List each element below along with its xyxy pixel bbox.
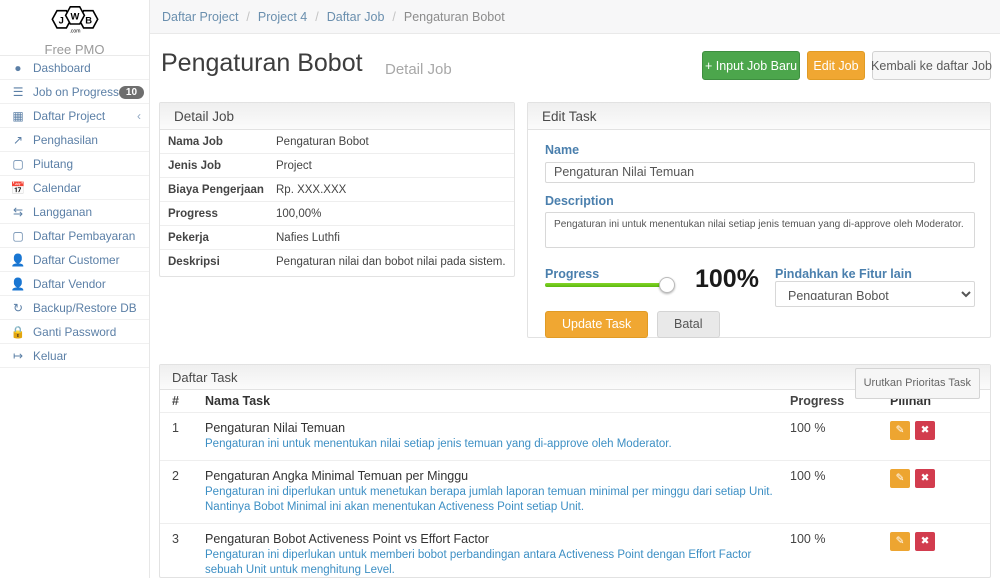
svg-text:B: B — [85, 15, 92, 26]
svg-text:.com: .com — [69, 29, 80, 35]
svg-text:J: J — [58, 15, 63, 26]
svg-text:W: W — [70, 11, 79, 22]
